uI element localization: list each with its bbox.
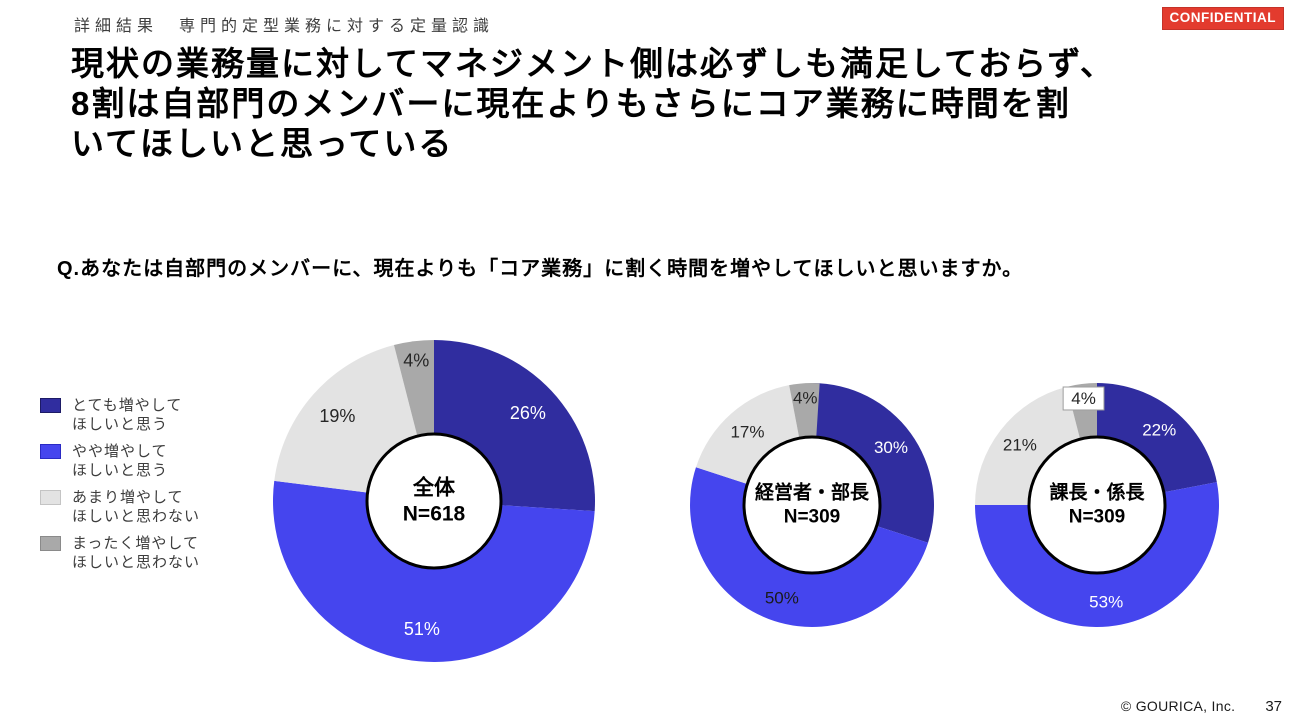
donut-chart-executives: 経営者・部長 N=309 30% 50% 17% 4% (690, 383, 934, 627)
donut-center-title: 経営者・部長 (755, 481, 870, 504)
legend-label-line: ほしいと思う (72, 416, 169, 433)
donut-label-box (1062, 386, 1105, 411)
donut-hole (365, 432, 503, 570)
donut-slice (273, 480, 595, 662)
legend-label-line: ほしいと思わない (72, 554, 201, 571)
legend-label-line: ほしいと思わない (72, 508, 201, 525)
legend-label-somewhat: やや増やして ほしいと思う (72, 442, 168, 480)
donut-percent-label: 4% (403, 350, 429, 370)
legend-item-somewhat: やや増やして ほしいと思う (40, 442, 255, 480)
donut-percent-label: 50% (765, 588, 799, 607)
donut-percent-label: 21% (1003, 436, 1037, 455)
donut-center-title: 全体 (412, 475, 456, 499)
donut-center-n: N=309 (784, 506, 841, 527)
donut-chart-overall: 全体 N=618 26% 51% 19% 4% (273, 340, 595, 662)
donut-chart-managers: 課長・係長 N=309 22% 53% 21% 4% (975, 383, 1219, 627)
donut-center-n: N=618 (403, 503, 466, 526)
donut-center-n: N=309 (1069, 506, 1126, 527)
slide-title-line1: 現状の業務量に対してマネジメント側は必ずしも満足しておらず、 (71, 45, 1116, 82)
donut-percent-label: 53% (1089, 593, 1123, 612)
legend-label-line: とても増やして (72, 397, 183, 414)
legend-label-line: やや増やして (72, 443, 168, 460)
donut-svg: 課長・係長N=309 22% 53% 21% 4% (975, 383, 1219, 627)
copyright-text: © GOURICA, Inc. (1120, 698, 1236, 714)
slide-title-line2: 8割は自部門のメンバーに現在よりもさらにコア業務に時間を割 (71, 85, 1071, 122)
donut-hole (1027, 435, 1167, 575)
confidential-badge: CONFIDENTIAL (1161, 7, 1284, 30)
legend-label-line: あまり増やして (72, 489, 184, 506)
survey-question: Q.あなたは自部門のメンバーに、現在よりも「コア業務」に割く時間を増やしてほしい… (57, 258, 1024, 280)
slide-title-line3: いてほしいと思っている (71, 125, 454, 162)
legend-item-not-really: あまり増やして ほしいと思わない (40, 488, 255, 526)
page-number: 37 (1265, 698, 1282, 715)
legend-item-very-much: とても増やして ほしいと思う (40, 396, 255, 434)
donut-percent-label: 30% (874, 438, 908, 457)
legend-swatch-somewhat (40, 444, 61, 459)
donut-percent-label: 19% (319, 406, 355, 426)
slide-title: 現状の業務量に対してマネジメント側は必ずしも満足しておらず、 8割は自部門のメン… (71, 44, 1251, 164)
legend-label-line: ほしいと思う (72, 462, 169, 479)
donut-percent-label: 4% (793, 388, 818, 407)
slide-footer: © GOURICA, Inc. 37 (1121, 698, 1282, 715)
legend-swatch-not-at-all (40, 536, 61, 551)
donut-percent-label: 51% (404, 619, 440, 639)
legend-label-very-much: とても増やして ほしいと思う (72, 396, 182, 434)
donut-percent-label: 22% (1142, 420, 1176, 439)
donut-hole (742, 435, 882, 575)
legend-swatch-not-really (40, 490, 61, 505)
donut-percent-label: 26% (510, 403, 546, 423)
chart-legend: とても増やして ほしいと思う やや増やして ほしいと思う あまり増やして ほしい… (40, 396, 255, 572)
legend-label-not-really: あまり増やして ほしいと思わない (72, 488, 200, 526)
donut-svg: 経営者・部長N=309 30% 50% 17% 4% (690, 383, 934, 627)
section-label: 詳細結果 専門的定型業務に対する定量認識 (74, 18, 495, 35)
legend-label-line: まったく増やして (72, 535, 199, 552)
legend-item-not-at-all: まったく増やして ほしいと思わない (40, 534, 255, 572)
donut-center-title: 課長・係長 (1049, 481, 1145, 504)
donut-percent-label: 17% (730, 422, 764, 441)
donut-percent-label: 4% (1071, 389, 1096, 408)
legend-swatch-very-much (40, 398, 61, 413)
legend-label-not-at-all: まったく増やして ほしいと思わない (72, 534, 200, 572)
donut-svg: 全体 N=618 26% 51% 19% 4% (273, 340, 595, 662)
